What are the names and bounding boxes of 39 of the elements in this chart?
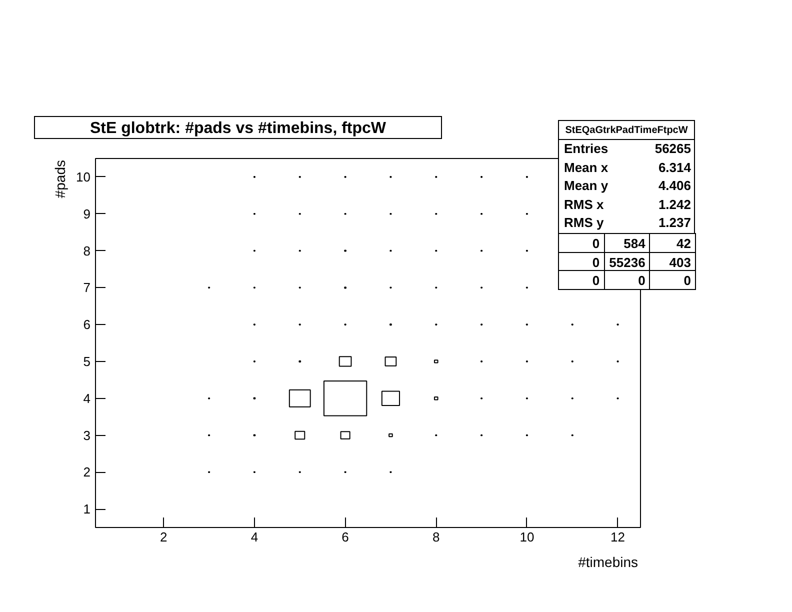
annotation: Mean x	[564, 158, 610, 177]
y-tick-label: 6	[83, 317, 91, 332]
x-tick-label: 8	[432, 530, 440, 544]
y-axis-title: #pads	[51, 160, 69, 200]
y-tick-label: 2	[83, 464, 91, 480]
y-tick-label: 1	[83, 502, 91, 517]
x-tick-label: 12	[610, 530, 626, 544]
y-tick-label: 10	[76, 169, 91, 184]
text: 4.406	[657, 177, 691, 196]
text: 0	[649, 270, 696, 290]
x-axis-title: #timebins	[577, 553, 638, 572]
annotation: 0	[558, 252, 605, 272]
annotation: 0	[604, 270, 650, 290]
y-tick-label: 7	[83, 280, 91, 296]
y-tick-label: 9	[83, 206, 91, 222]
text: Entries	[564, 140, 610, 158]
y-tick-label: 4	[83, 390, 91, 406]
text: 403	[649, 252, 696, 272]
text: StEQaGtrkPadTimeFtpcW	[558, 120, 695, 140]
text: 1.237	[657, 214, 691, 232]
y-tick-label: 5	[83, 354, 91, 369]
x-tick-label: 10	[520, 530, 534, 544]
annotation: Mean y	[564, 177, 610, 196]
text: 6.314	[657, 158, 691, 177]
annotation: RMS x	[564, 196, 605, 214]
text: 42	[649, 233, 696, 253]
y-tick-label: 8	[83, 243, 91, 258]
annotation: RMS y	[564, 214, 605, 232]
annotation: 0	[558, 233, 605, 253]
x-tick-label: 6	[342, 530, 349, 544]
x-tick-label: 2	[160, 530, 168, 544]
chart-title: StE globtrk: #pads vs #timebins, ftpcW	[34, 116, 442, 139]
annotation: 55236	[604, 252, 650, 272]
annotation: 0	[558, 270, 605, 290]
annotation: 584	[604, 233, 650, 253]
text: 1.242	[657, 196, 691, 214]
text: 56265	[654, 140, 691, 158]
y-tick-label: 3	[83, 428, 91, 443]
x-tick-label: 4	[250, 530, 258, 544]
